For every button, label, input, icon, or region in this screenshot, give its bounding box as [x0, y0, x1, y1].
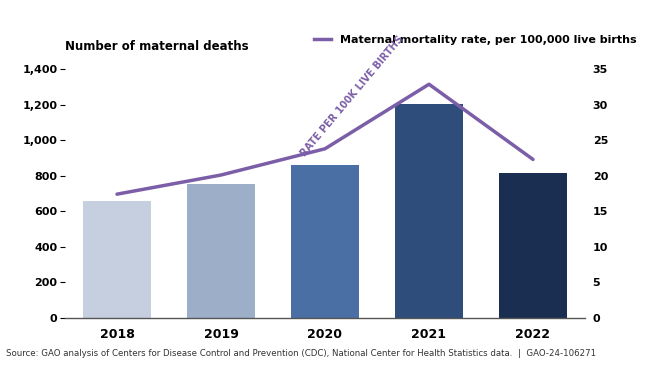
Text: Number of maternal deaths: Number of maternal deaths: [65, 40, 248, 53]
Bar: [395, 104, 463, 318]
Bar: [499, 173, 567, 318]
Bar: [187, 184, 255, 318]
Bar: [291, 165, 359, 318]
Text: Source: GAO analysis of Centers for Disease Control and Prevention (CDC), Nation: Source: GAO analysis of Centers for Dise…: [6, 349, 597, 358]
Text: RATE PER 100K LIVE BIRTHS: RATE PER 100K LIVE BIRTHS: [299, 34, 406, 158]
Bar: [83, 201, 151, 318]
Legend: Maternal mortality rate, per 100,000 live births: Maternal mortality rate, per 100,000 liv…: [310, 30, 641, 49]
